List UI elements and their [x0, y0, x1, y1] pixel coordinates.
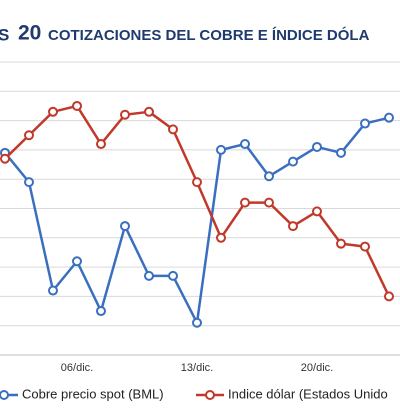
series-line: [4, 104, 391, 297]
x-tick-label: 20/dic.: [301, 362, 333, 374]
point: [384, 291, 394, 302]
point: [216, 144, 226, 155]
point: [384, 112, 394, 123]
point: [48, 285, 58, 296]
point: [288, 156, 298, 167]
point: [264, 171, 274, 182]
point: [24, 130, 34, 141]
x-tick-label: 13/dic.: [181, 362, 213, 374]
point: [336, 238, 346, 249]
point: [240, 197, 250, 208]
point: [120, 109, 130, 120]
point: [360, 241, 370, 252]
point: [264, 197, 274, 208]
chart-title: 20: [18, 22, 41, 45]
x-tick-label: 06/dic.: [61, 362, 93, 374]
point: [216, 232, 226, 243]
point: [360, 118, 370, 129]
legend-marker: [0, 390, 9, 400]
point: [72, 256, 82, 267]
point: [312, 141, 322, 152]
point: [96, 306, 106, 317]
legend-label: Indice dólar (Estados Unido: [228, 386, 388, 401]
point: [312, 206, 322, 217]
point: [240, 139, 250, 150]
point: [48, 106, 58, 117]
point: [24, 177, 34, 188]
chart-title: COTIZACIONES DEL COBRE E ÍNDICE DÓLA: [48, 26, 370, 44]
point: [288, 221, 298, 232]
point: [168, 124, 178, 135]
point: [72, 100, 82, 111]
point: [168, 270, 178, 281]
point: [192, 177, 202, 188]
point: [120, 221, 130, 232]
legend-label: Cobre precio spot (BML): [22, 386, 164, 401]
legend-marker: [205, 390, 215, 400]
chart-title: S: [0, 25, 9, 44]
point: [0, 153, 10, 164]
point: [144, 270, 154, 281]
series-line: [4, 116, 390, 325]
point: [96, 139, 106, 150]
point: [144, 106, 154, 117]
point: [336, 147, 346, 158]
point: [192, 317, 202, 328]
